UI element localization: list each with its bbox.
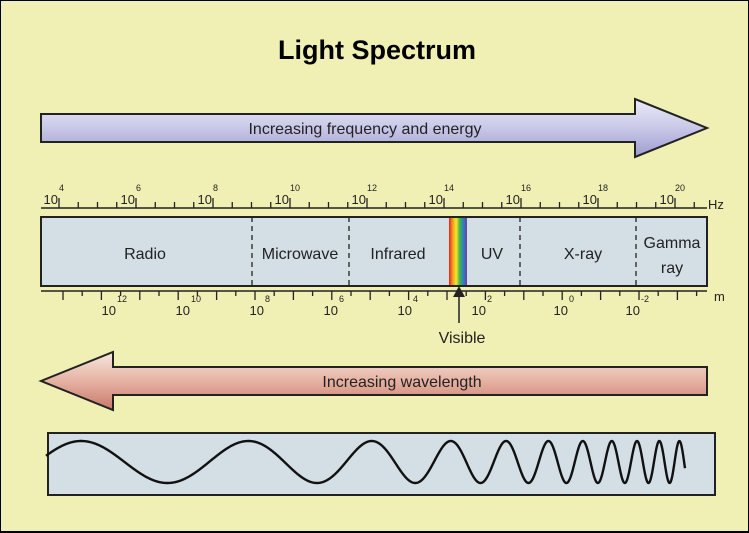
frequency-tick-label: 10 — [660, 192, 674, 207]
frequency-tick-label: 10 — [506, 192, 520, 207]
page-title: Light Spectrum — [278, 35, 476, 65]
frequency-tick-label: 10 — [121, 192, 135, 207]
region-infrared: Infrared — [370, 246, 425, 263]
wavelength-tick-marks — [62, 291, 698, 300]
frequency-arrow-label: Increasing frequency and energy — [248, 121, 481, 138]
wave-line — [45, 439, 687, 485]
frequency-tick-exponent: 10 — [290, 183, 300, 193]
frequency-tick-label: 10 — [583, 192, 597, 207]
frequency-tick-exponent: 18 — [598, 183, 608, 193]
spectrum-bar — [40, 216, 708, 287]
wavelength-tick-exponent: 4 — [413, 294, 418, 304]
wavelength-tick-label: 10 — [324, 303, 338, 318]
wavelength-tick-label: 10 — [626, 303, 640, 318]
wavelength-tick-label: 10 — [176, 303, 190, 318]
frequency-tick-label: 10 — [352, 192, 366, 207]
frequency-tick-exponent: 14 — [444, 183, 454, 193]
region-uv: UV — [481, 246, 504, 263]
frequency-tick-exponent: 12 — [367, 183, 377, 193]
region-dividers — [251, 217, 637, 286]
wavelength-tick-exponent: 2 — [487, 294, 492, 304]
region-radio: Radio — [124, 246, 166, 263]
region-gamma-line1: Gamma — [644, 235, 701, 252]
frequency-tick-marks — [58, 198, 695, 208]
wavelength-arrow-label: Increasing wavelength — [322, 374, 481, 391]
frequency-tick-exponent: 16 — [521, 183, 531, 193]
wavelength-unit: m — [714, 289, 725, 304]
frequency-tick-exponent: 8 — [213, 183, 218, 193]
region-microwave: Microwave — [262, 246, 339, 263]
wavelength-tick-exponent: 10 — [191, 294, 201, 304]
frequency-unit: Hz — [708, 197, 724, 212]
wavelength-tick-label: 10 — [398, 303, 412, 318]
wavelength-tick-exponent: 12 — [117, 294, 127, 304]
visible-label: Visible — [439, 330, 486, 347]
wavelength-tick-exponent: 0 — [569, 294, 574, 304]
frequency-tick-label: 10 — [44, 192, 58, 207]
wave-box — [47, 432, 716, 496]
region-gamma-line2: ray — [661, 260, 683, 277]
wavelength-tick-exponent: -2 — [641, 294, 649, 304]
visible-band — [449, 218, 467, 285]
frequency-tick-label: 10 — [429, 192, 443, 207]
frequency-tick-label: 10 — [198, 192, 212, 207]
frequency-tick-exponent: 4 — [59, 183, 64, 193]
region-xray: X-ray — [564, 246, 602, 263]
visible-pointer: Visible — [439, 286, 486, 347]
wavelength-tick-label: 10 — [472, 303, 486, 318]
frequency-tick-label: 10 — [275, 192, 289, 207]
wavelength-tick-label: 10 — [554, 303, 568, 318]
frequency-tick-exponent: 6 — [136, 183, 141, 193]
wavelength-tick-label: 10 — [250, 303, 264, 318]
wavelength-arrow: Increasing wavelength — [38, 350, 708, 412]
frequency-arrow: Increasing frequency and energy — [40, 97, 710, 159]
wavelength-tick-exponent: 8 — [265, 294, 270, 304]
wavelength-tick-label: 10 — [102, 303, 116, 318]
wavelength-tick-exponent: 6 — [339, 294, 344, 304]
frequency-tick-exponent: 20 — [675, 183, 685, 193]
